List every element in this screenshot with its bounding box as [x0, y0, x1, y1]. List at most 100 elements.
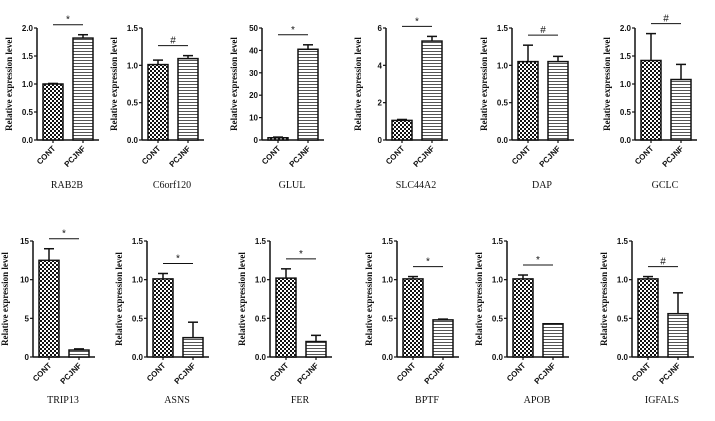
significance-marker: *	[66, 15, 70, 26]
bar-pcjnf	[670, 78, 692, 141]
gene-title: GLUL	[279, 180, 306, 191]
chart-panel-trip13: 0 5 10 15 Relative expression level CONT PCJNF…	[0, 229, 95, 406]
bar-cont	[640, 59, 662, 141]
y-axis-label: Relative expression level	[602, 37, 612, 131]
x-tick-label: PCJNF	[532, 361, 557, 386]
y-tick-label: 2	[378, 99, 383, 108]
bar-pcjnf	[667, 312, 689, 358]
significance-marker: *	[426, 257, 430, 268]
y-tick-label: 30	[249, 69, 258, 78]
chart-panel-igfals: 0.0 0.5 1.0 1.5 Relative expression level CON…	[599, 237, 694, 406]
y-tick-label: 1.5	[382, 237, 394, 246]
y-tick-label: 10	[20, 276, 29, 285]
x-tick-label: PCJNF	[172, 361, 197, 386]
significance-marker: *	[415, 16, 419, 27]
y-tick-label: 50	[249, 24, 258, 33]
y-tick-label: 0.0	[127, 136, 139, 145]
x-tick-label: CONT	[633, 144, 655, 166]
y-tick-label: 1.5	[22, 52, 34, 61]
y-axis-label: Relative expression level	[237, 252, 247, 346]
y-axis-label: Relative expression level	[109, 37, 119, 131]
bar-cont	[42, 83, 64, 141]
y-axis-label: Relative expression level	[114, 252, 124, 346]
y-tick-label: 1.5	[255, 237, 267, 246]
x-tick-label: CONT	[35, 144, 57, 166]
chart-panel-glul: 0 10 20 30 40 50 Relative expression level CONT…	[229, 24, 324, 191]
bar-pcjnf	[297, 48, 319, 141]
bar-cont	[267, 137, 289, 141]
y-tick-label: 1.5	[617, 237, 629, 246]
y-tick-label: 1.5	[132, 237, 144, 246]
x-tick-label: CONT	[630, 361, 652, 383]
bar-pcjnf	[305, 340, 327, 358]
y-axis-label: Relative expression level	[599, 252, 609, 346]
significance-marker: *	[536, 255, 540, 266]
gene-title: BPTF	[415, 395, 439, 406]
y-axis-label: Relative expression level	[4, 37, 14, 131]
gene-title: APOB	[524, 395, 551, 406]
x-tick-label: CONT	[510, 144, 532, 166]
gene-title: TRIP13	[47, 395, 79, 406]
bar-pcjnf	[182, 336, 204, 358]
y-tick-label: 1.5	[127, 24, 139, 33]
gene-title: ASNS	[164, 395, 190, 406]
bar-pcjnf	[68, 349, 90, 358]
y-tick-label: 0.0	[492, 353, 504, 362]
x-tick-label: PCJNF	[660, 144, 685, 169]
y-tick-label: 2.0	[22, 24, 34, 33]
y-tick-label: 0.0	[620, 136, 632, 145]
y-tick-label: 0	[254, 136, 259, 145]
y-tick-label: 0.0	[255, 353, 267, 362]
x-tick-label: CONT	[31, 361, 53, 383]
chart-panel-c6orf120: 0.0 0.5 1.0 1.5 Relative expression level CON…	[109, 24, 204, 191]
bar-pcjnf	[432, 319, 454, 358]
bar-cont	[517, 60, 539, 141]
bar-cont	[147, 63, 169, 141]
y-tick-label: 0.5	[132, 314, 144, 323]
y-tick-label: 1.0	[22, 80, 34, 89]
x-tick-label: CONT	[268, 361, 290, 383]
y-tick-label: 1.0	[127, 61, 139, 70]
x-tick-label: CONT	[395, 361, 417, 383]
chart-panel-dap: 0.0 0.5 1.0 1.5 Relative expression level CON…	[479, 24, 574, 191]
y-tick-label: 1.0	[620, 80, 632, 89]
y-tick-label: 1.0	[255, 276, 267, 285]
bar-pcjnf	[547, 60, 569, 141]
bar-cont	[637, 278, 659, 358]
x-tick-label: CONT	[384, 144, 406, 166]
y-tick-label: 0.0	[132, 353, 144, 362]
significance-marker: #	[663, 14, 669, 25]
x-tick-label: CONT	[505, 361, 527, 383]
y-axis-label: Relative expression level	[474, 252, 484, 346]
y-tick-label: 0.5	[620, 108, 632, 117]
gene-title: GCLC	[652, 180, 679, 191]
bar-cont	[402, 278, 424, 358]
y-axis-label: Relative expression level	[229, 37, 239, 131]
y-tick-label: 5	[25, 314, 30, 323]
bar-cont	[391, 119, 413, 141]
chart-panel-apob: 0.0 0.5 1.0 1.5 Relative expression level CON…	[474, 237, 569, 406]
bar-cont	[38, 259, 60, 358]
y-tick-label: 6	[378, 24, 383, 33]
y-tick-label: 10	[249, 114, 258, 123]
y-axis-label: Relative expression level	[479, 37, 489, 131]
chart-panel-rab2b: 0.0 0.5 1.0 1.5 2.0 Relative expression level…	[4, 15, 99, 191]
x-tick-label: PCJNF	[411, 144, 436, 169]
x-tick-label: CONT	[145, 361, 167, 383]
x-tick-label: PCJNF	[62, 144, 87, 169]
bar-cont	[512, 278, 534, 358]
y-tick-label: 1.0	[382, 276, 394, 285]
significance-marker: #	[660, 257, 666, 268]
x-tick-label: PCJNF	[58, 361, 83, 386]
chart-panel-gclc: 0.0 0.5 1.0 1.5 2.0 Relative expression level…	[602, 14, 697, 191]
y-tick-label: 0.5	[127, 99, 139, 108]
y-axis-label: Relative expression level	[364, 252, 374, 346]
y-tick-label: 40	[249, 46, 258, 55]
gene-title: FER	[291, 395, 310, 406]
y-tick-label: 1.0	[617, 276, 629, 285]
chart-panel-fer: 0.0 0.5 1.0 1.5 Relative expression level CON…	[237, 237, 332, 406]
chart-panel-asns: 0.0 0.5 1.0 1.5 Relative expression level CON…	[114, 237, 209, 406]
x-tick-label: PCJNF	[422, 361, 447, 386]
x-tick-label: CONT	[140, 144, 162, 166]
